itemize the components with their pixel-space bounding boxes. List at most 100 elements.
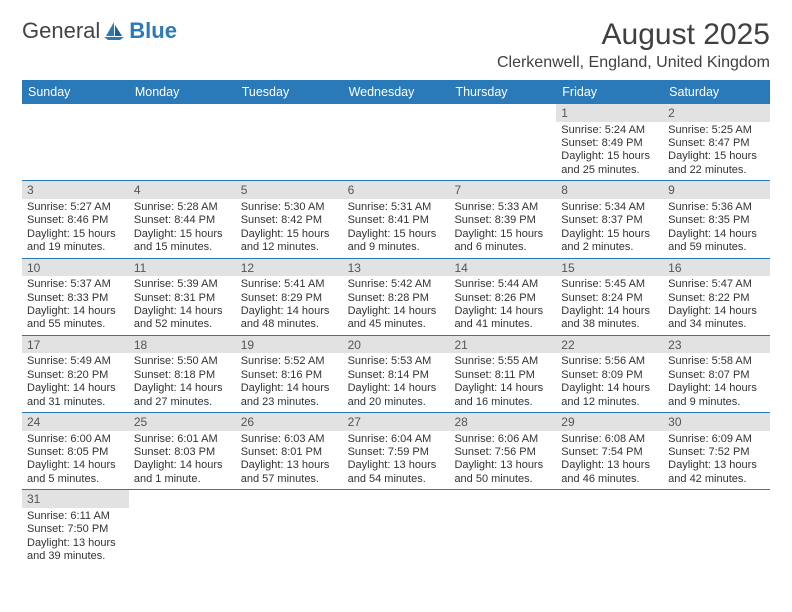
daylight-text: and 15 minutes. bbox=[134, 241, 231, 254]
sunset-text: Sunset: 7:54 PM bbox=[561, 446, 658, 459]
day-cell: 11Sunrise: 5:39 AMSunset: 8:31 PMDayligh… bbox=[129, 259, 236, 335]
day-number: 28 bbox=[449, 413, 556, 431]
day-cell: 22Sunrise: 5:56 AMSunset: 8:09 PMDayligh… bbox=[556, 336, 663, 412]
daylight-text: and 38 minutes. bbox=[561, 318, 658, 331]
sunrise-text: Sunrise: 6:01 AM bbox=[134, 433, 231, 446]
daylight-text: Daylight: 14 hours bbox=[134, 382, 231, 395]
daylight-text: and 6 minutes. bbox=[454, 241, 551, 254]
sunset-text: Sunset: 8:35 PM bbox=[668, 214, 765, 227]
daylight-text: and 9 minutes. bbox=[668, 396, 765, 409]
daylight-text: Daylight: 14 hours bbox=[668, 382, 765, 395]
daylight-text: and 50 minutes. bbox=[454, 473, 551, 486]
day-number: 23 bbox=[663, 336, 770, 354]
day-number: 9 bbox=[663, 181, 770, 199]
week-row: 24Sunrise: 6:00 AMSunset: 8:05 PMDayligh… bbox=[22, 413, 770, 490]
daylight-text: and 57 minutes. bbox=[241, 473, 338, 486]
day-cell: 2Sunrise: 5:25 AMSunset: 8:47 PMDaylight… bbox=[663, 104, 770, 180]
month-title: August 2025 bbox=[497, 18, 770, 52]
daylight-text: and 54 minutes. bbox=[348, 473, 445, 486]
empty-cell bbox=[663, 490, 770, 566]
day-cell: 3Sunrise: 5:27 AMSunset: 8:46 PMDaylight… bbox=[22, 181, 129, 257]
daylight-text: Daylight: 14 hours bbox=[27, 382, 124, 395]
daylight-text: Daylight: 13 hours bbox=[454, 459, 551, 472]
day-cell: 8Sunrise: 5:34 AMSunset: 8:37 PMDaylight… bbox=[556, 181, 663, 257]
daylight-text: Daylight: 14 hours bbox=[454, 382, 551, 395]
day-number: 17 bbox=[22, 336, 129, 354]
day-number: 31 bbox=[22, 490, 129, 508]
dow-label: Thursday bbox=[449, 80, 556, 104]
daylight-text: Daylight: 13 hours bbox=[668, 459, 765, 472]
sunset-text: Sunset: 8:11 PM bbox=[454, 369, 551, 382]
sunrise-text: Sunrise: 6:06 AM bbox=[454, 433, 551, 446]
daylight-text: Daylight: 15 hours bbox=[134, 228, 231, 241]
day-cell: 4Sunrise: 5:28 AMSunset: 8:44 PMDaylight… bbox=[129, 181, 236, 257]
daylight-text: Daylight: 14 hours bbox=[668, 305, 765, 318]
sunrise-text: Sunrise: 5:55 AM bbox=[454, 355, 551, 368]
sunrise-text: Sunrise: 5:50 AM bbox=[134, 355, 231, 368]
sunset-text: Sunset: 8:05 PM bbox=[27, 446, 124, 459]
sunset-text: Sunset: 7:56 PM bbox=[454, 446, 551, 459]
sunrise-text: Sunrise: 5:28 AM bbox=[134, 201, 231, 214]
week-row: 3Sunrise: 5:27 AMSunset: 8:46 PMDaylight… bbox=[22, 181, 770, 258]
daylight-text: and 22 minutes. bbox=[668, 164, 765, 177]
day-number: 2 bbox=[663, 104, 770, 122]
day-cell: 7Sunrise: 5:33 AMSunset: 8:39 PMDaylight… bbox=[449, 181, 556, 257]
daylight-text: and 12 minutes. bbox=[241, 241, 338, 254]
daylight-text: and 5 minutes. bbox=[27, 473, 124, 486]
day-cell: 9Sunrise: 5:36 AMSunset: 8:35 PMDaylight… bbox=[663, 181, 770, 257]
day-cell: 14Sunrise: 5:44 AMSunset: 8:26 PMDayligh… bbox=[449, 259, 556, 335]
day-number: 8 bbox=[556, 181, 663, 199]
day-number: 6 bbox=[343, 181, 450, 199]
day-cell: 13Sunrise: 5:42 AMSunset: 8:28 PMDayligh… bbox=[343, 259, 450, 335]
empty-cell bbox=[449, 490, 556, 566]
day-cell: 26Sunrise: 6:03 AMSunset: 8:01 PMDayligh… bbox=[236, 413, 343, 489]
sunrise-text: Sunrise: 5:27 AM bbox=[27, 201, 124, 214]
daylight-text: and 23 minutes. bbox=[241, 396, 338, 409]
week-row: 10Sunrise: 5:37 AMSunset: 8:33 PMDayligh… bbox=[22, 259, 770, 336]
day-cell: 20Sunrise: 5:53 AMSunset: 8:14 PMDayligh… bbox=[343, 336, 450, 412]
day-number: 10 bbox=[22, 259, 129, 277]
sunset-text: Sunset: 8:22 PM bbox=[668, 292, 765, 305]
daylight-text: Daylight: 13 hours bbox=[561, 459, 658, 472]
sunrise-text: Sunrise: 5:49 AM bbox=[27, 355, 124, 368]
calendar-page: General Blue August 2025 Clerkenwell, En… bbox=[0, 0, 792, 612]
day-number: 20 bbox=[343, 336, 450, 354]
day-number: 30 bbox=[663, 413, 770, 431]
day-cell: 6Sunrise: 5:31 AMSunset: 8:41 PMDaylight… bbox=[343, 181, 450, 257]
day-cell: 31Sunrise: 6:11 AMSunset: 7:50 PMDayligh… bbox=[22, 490, 129, 566]
daylight-text: Daylight: 14 hours bbox=[348, 382, 445, 395]
sunrise-text: Sunrise: 5:37 AM bbox=[27, 278, 124, 291]
day-number: 4 bbox=[129, 181, 236, 199]
day-cell: 23Sunrise: 5:58 AMSunset: 8:07 PMDayligh… bbox=[663, 336, 770, 412]
day-number: 29 bbox=[556, 413, 663, 431]
daylight-text: Daylight: 14 hours bbox=[134, 459, 231, 472]
sunset-text: Sunset: 8:46 PM bbox=[27, 214, 124, 227]
sunrise-text: Sunrise: 5:45 AM bbox=[561, 278, 658, 291]
sunrise-text: Sunrise: 5:24 AM bbox=[561, 124, 658, 137]
sunrise-text: Sunrise: 5:31 AM bbox=[348, 201, 445, 214]
sunrise-text: Sunrise: 6:08 AM bbox=[561, 433, 658, 446]
day-cell: 17Sunrise: 5:49 AMSunset: 8:20 PMDayligh… bbox=[22, 336, 129, 412]
sunrise-text: Sunrise: 6:04 AM bbox=[348, 433, 445, 446]
empty-cell bbox=[129, 104, 236, 180]
daylight-text: Daylight: 15 hours bbox=[454, 228, 551, 241]
sunrise-text: Sunrise: 5:33 AM bbox=[454, 201, 551, 214]
empty-cell bbox=[22, 104, 129, 180]
weeks-container: 1Sunrise: 5:24 AMSunset: 8:49 PMDaylight… bbox=[22, 104, 770, 567]
daylight-text: Daylight: 14 hours bbox=[348, 305, 445, 318]
header: General Blue August 2025 Clerkenwell, En… bbox=[22, 18, 770, 72]
daylight-text: Daylight: 13 hours bbox=[27, 537, 124, 550]
week-row: 1Sunrise: 5:24 AMSunset: 8:49 PMDaylight… bbox=[22, 104, 770, 181]
daylight-text: Daylight: 15 hours bbox=[348, 228, 445, 241]
day-number: 15 bbox=[556, 259, 663, 277]
sunrise-text: Sunrise: 5:34 AM bbox=[561, 201, 658, 214]
sunrise-text: Sunrise: 5:41 AM bbox=[241, 278, 338, 291]
daylight-text: and 34 minutes. bbox=[668, 318, 765, 331]
daylight-text: Daylight: 14 hours bbox=[561, 305, 658, 318]
logo-text-blue: Blue bbox=[129, 18, 177, 44]
logo: General Blue bbox=[22, 18, 177, 44]
dow-label: Tuesday bbox=[236, 80, 343, 104]
daylight-text: and 1 minute. bbox=[134, 473, 231, 486]
daylight-text: Daylight: 14 hours bbox=[27, 459, 124, 472]
daylight-text: Daylight: 14 hours bbox=[241, 382, 338, 395]
